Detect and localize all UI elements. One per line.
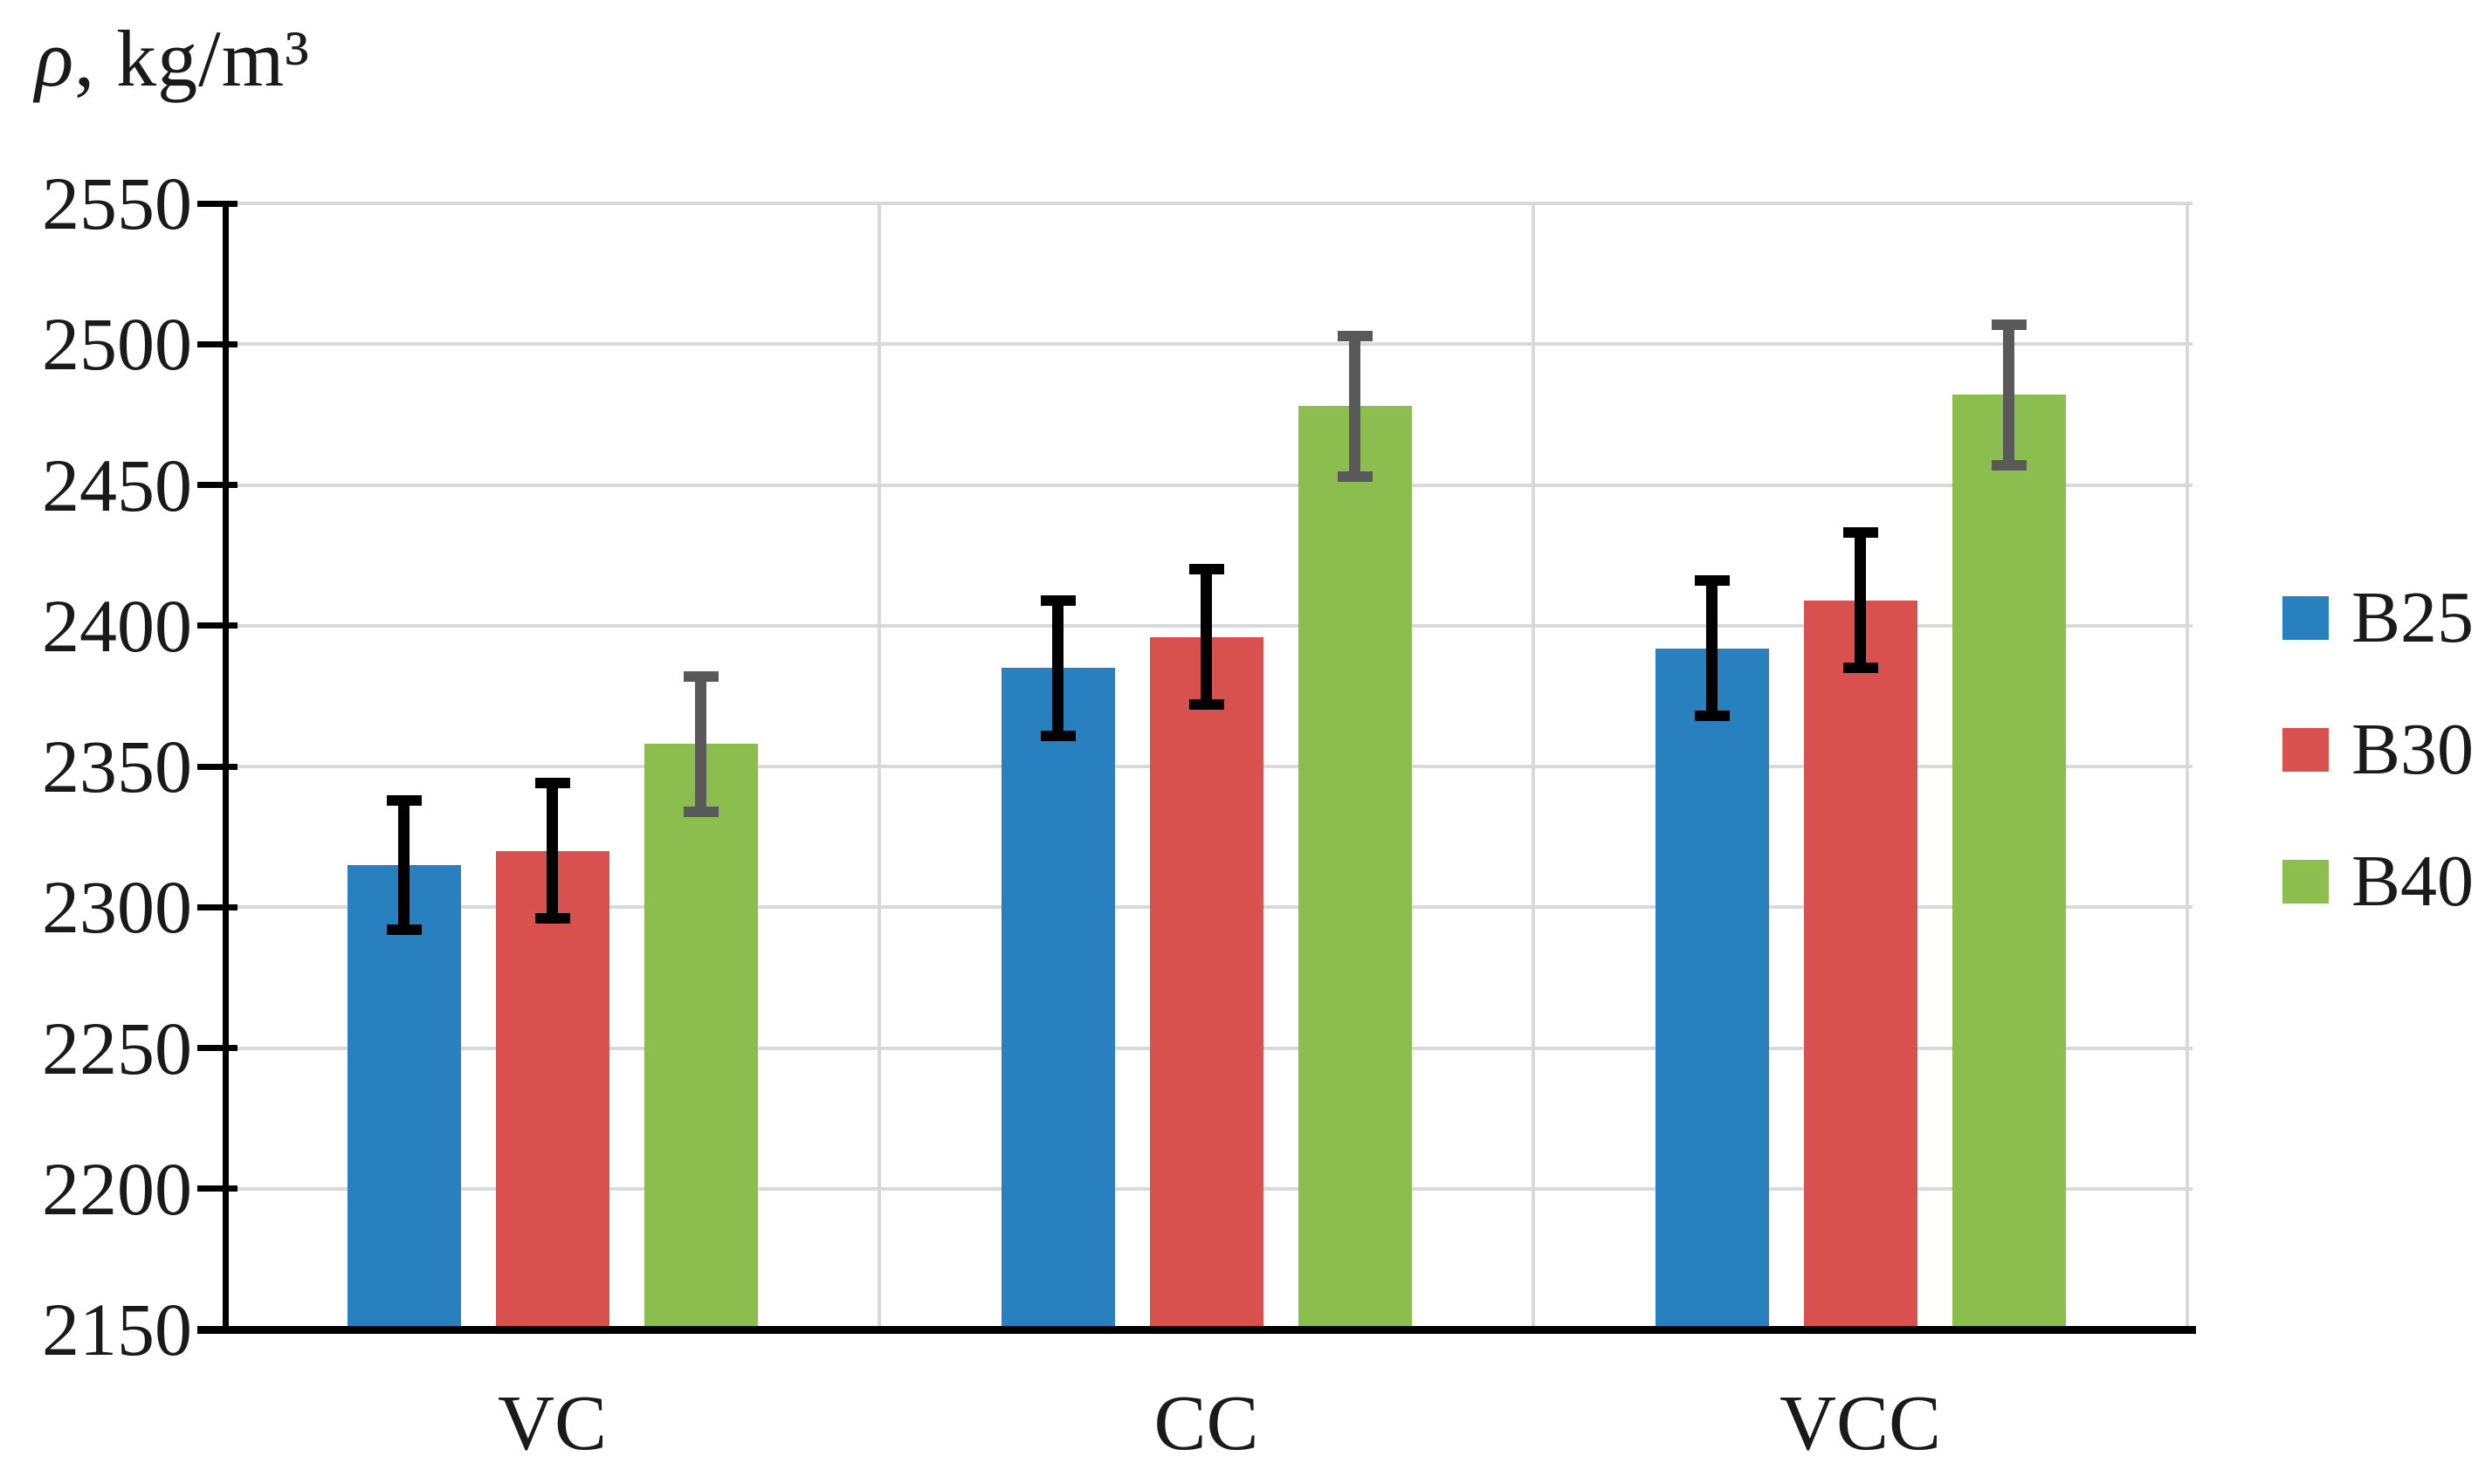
error-cap-top-VC-B25 xyxy=(386,794,422,806)
bar-CC-B25 xyxy=(1001,668,1115,1329)
y-tick-label-2450: 2450 xyxy=(42,443,192,527)
legend-label-B25: B25 xyxy=(2351,577,2475,658)
error-cap-bottom-VC-B25 xyxy=(386,924,422,936)
error-cap-top-CC-B30 xyxy=(1188,564,1224,575)
error-cap-top-VCC-B25 xyxy=(1694,575,1730,587)
y-tick-label-2200: 2200 xyxy=(42,1146,192,1231)
bar-CC-B40 xyxy=(1298,406,1412,1329)
x-category-label-VC: VC xyxy=(497,1380,608,1467)
error-cap-bottom-VCC-B40 xyxy=(1991,459,2027,471)
legend-swatch-B25 xyxy=(2282,596,2329,640)
y-tick-2300 xyxy=(197,903,237,910)
bar-VCC-B40 xyxy=(1952,395,2066,1329)
legend-item-B30: B30 xyxy=(2282,713,2474,787)
error-cap-bottom-VC-B30 xyxy=(534,913,570,924)
error-cap-top-CC-B40 xyxy=(1337,330,1373,341)
y-tick-2200 xyxy=(197,1185,237,1192)
error-cap-top-VC-B40 xyxy=(683,670,719,682)
error-bar-VCC-B30 xyxy=(1855,532,1866,669)
y-tick-label-2550: 2550 xyxy=(42,161,192,245)
y-tick-label-2150: 2150 xyxy=(42,1288,192,1371)
y-tick-label-2500: 2500 xyxy=(42,302,192,387)
error-cap-top-VCC-B40 xyxy=(1991,319,2027,330)
y-tick-label-2350: 2350 xyxy=(42,725,192,808)
y-tick-2550 xyxy=(197,200,237,207)
error-bar-VC-B40 xyxy=(695,676,706,812)
bar-VC-B30 xyxy=(495,850,609,1329)
bar-VCC-B30 xyxy=(1803,600,1917,1329)
error-bar-CC-B25 xyxy=(1052,600,1064,736)
error-cap-bottom-VCC-B30 xyxy=(1842,663,1878,674)
error-bar-VC-B30 xyxy=(547,783,558,919)
legend-item-B40: B40 xyxy=(2282,845,2474,918)
gridline-h-2450 xyxy=(225,483,2193,487)
error-cap-top-VCC-B30 xyxy=(1842,527,1878,539)
error-cap-top-CC-B25 xyxy=(1040,594,1076,606)
error-cap-bottom-CC-B40 xyxy=(1337,471,1373,482)
gridline-v-2 xyxy=(1532,203,1535,1329)
y-axis-title-symbol: ρ xyxy=(35,14,75,103)
y-tick-2400 xyxy=(197,622,237,629)
legend-label-B40: B40 xyxy=(2351,841,2475,922)
y-axis-line xyxy=(223,201,229,1329)
error-cap-bottom-CC-B30 xyxy=(1188,699,1224,711)
error-cap-top-VC-B30 xyxy=(534,778,570,789)
x-category-label-CC: CC xyxy=(1153,1380,1259,1467)
y-axis-title: ρ, kg/m³ xyxy=(35,12,310,105)
x-axis-line xyxy=(197,1326,2196,1334)
error-bar-CC-B40 xyxy=(1349,335,1360,477)
legend-label-B30: B30 xyxy=(2351,709,2475,790)
y-tick-label-2300: 2300 xyxy=(42,865,192,950)
error-bar-VCC-B40 xyxy=(2003,324,2014,465)
y-tick-2350 xyxy=(197,763,237,770)
gridline-h-2500 xyxy=(225,342,2193,347)
bar-VCC-B25 xyxy=(1655,648,1769,1329)
y-tick-label-2250: 2250 xyxy=(42,1006,192,1090)
error-bar-VCC-B25 xyxy=(1706,581,1718,716)
error-cap-bottom-VCC-B25 xyxy=(1694,710,1730,721)
error-bar-CC-B30 xyxy=(1201,569,1212,705)
x-category-label-VCC: VCC xyxy=(1779,1380,1942,1467)
legend-item-B25: B25 xyxy=(2282,581,2474,655)
y-tick-2450 xyxy=(197,482,237,488)
gridline-v-1 xyxy=(878,203,881,1329)
y-axis-title-units: , kg/m³ xyxy=(74,14,310,103)
bar-VC-B25 xyxy=(347,864,461,1329)
gridline-v-3 xyxy=(2186,203,2189,1329)
bar-CC-B30 xyxy=(1149,636,1263,1329)
error-cap-bottom-VC-B40 xyxy=(683,806,719,817)
error-cap-bottom-CC-B25 xyxy=(1040,730,1076,741)
y-tick-label-2400: 2400 xyxy=(42,583,192,668)
legend-swatch-B30 xyxy=(2282,728,2329,772)
legend-swatch-B40 xyxy=(2282,860,2329,903)
y-tick-2500 xyxy=(197,340,237,347)
y-tick-2250 xyxy=(197,1045,237,1051)
gridline-h-2550 xyxy=(225,202,2193,205)
error-bar-VC-B25 xyxy=(398,800,410,931)
bar-VC-B40 xyxy=(644,744,758,1329)
